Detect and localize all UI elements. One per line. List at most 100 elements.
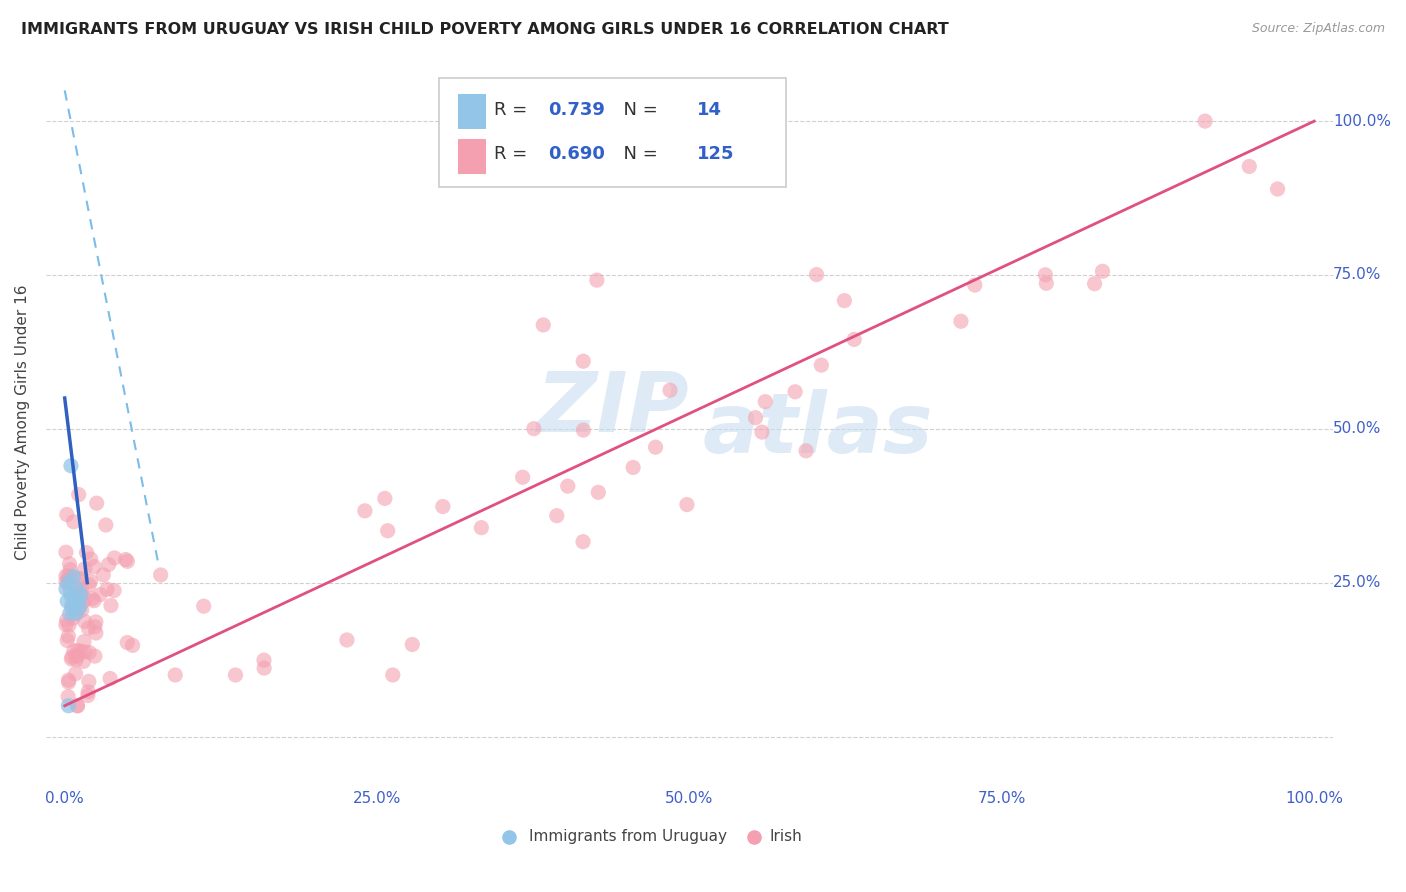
Point: [79, 552, 101, 566]
Point: [741, 772, 763, 787]
Point: [79, 574, 101, 589]
Bar: [458, 139, 486, 174]
Point: [224, 668, 246, 682]
Text: 100.0%: 100.0%: [1333, 113, 1391, 128]
Point: [432, 500, 454, 514]
Point: [72, 595, 94, 609]
Point: [751, 425, 773, 439]
Point: [676, 498, 699, 512]
Point: [84, 649, 107, 664]
Point: [834, 293, 856, 308]
Point: [103, 550, 125, 565]
Point: [59, 588, 82, 602]
Point: [67, 488, 90, 502]
Point: [55, 569, 77, 583]
Text: 25.0%: 25.0%: [1333, 575, 1381, 591]
Point: [60, 597, 83, 611]
Point: [60, 600, 83, 615]
Text: R =: R =: [494, 102, 533, 120]
Point: [77, 578, 100, 592]
Text: R =: R =: [494, 145, 533, 163]
Point: [83, 559, 105, 574]
FancyBboxPatch shape: [439, 78, 786, 186]
Point: [59, 607, 82, 621]
Point: [62, 611, 84, 625]
Point: [73, 562, 96, 576]
Point: [58, 575, 80, 590]
Point: [65, 607, 87, 621]
Bar: [458, 94, 486, 128]
Point: [1035, 268, 1057, 282]
Point: [67, 601, 90, 615]
Point: [557, 479, 579, 493]
Point: [588, 485, 610, 500]
Text: N =: N =: [612, 145, 664, 163]
Point: [96, 582, 118, 597]
Point: [531, 318, 554, 332]
Point: [66, 698, 89, 713]
Point: [336, 632, 359, 647]
Point: [69, 571, 91, 585]
Point: [754, 394, 776, 409]
Point: [253, 653, 276, 667]
Point: [253, 661, 276, 675]
Point: [794, 443, 817, 458]
Point: [117, 635, 139, 649]
Point: [572, 354, 595, 368]
Point: [75, 592, 97, 607]
Point: [60, 602, 83, 616]
Point: [58, 675, 80, 690]
Point: [65, 648, 87, 663]
Point: [58, 629, 80, 643]
Point: [810, 358, 832, 372]
Point: [844, 332, 866, 346]
Point: [621, 460, 644, 475]
Point: [97, 558, 120, 572]
Point: [77, 685, 100, 699]
Point: [56, 575, 79, 590]
Point: [512, 470, 534, 484]
Point: [66, 572, 89, 586]
Point: [65, 653, 87, 667]
Text: 125: 125: [697, 145, 735, 163]
Text: 0.690: 0.690: [548, 145, 605, 163]
Text: N =: N =: [612, 102, 664, 120]
Point: [73, 645, 96, 659]
Point: [98, 672, 121, 686]
Point: [377, 524, 399, 538]
Point: [949, 314, 972, 328]
Point: [66, 648, 89, 663]
Point: [82, 591, 104, 606]
Text: 0.739: 0.739: [548, 102, 605, 120]
Point: [58, 572, 80, 586]
Point: [401, 638, 423, 652]
Point: [73, 615, 96, 629]
Point: [55, 574, 77, 589]
Point: [89, 588, 111, 602]
Point: [114, 552, 136, 566]
Point: [65, 666, 87, 681]
Point: [66, 698, 89, 713]
Point: [56, 594, 79, 608]
Point: [60, 649, 83, 664]
Point: [56, 508, 79, 522]
Point: [62, 515, 84, 529]
Point: [1239, 160, 1261, 174]
Point: [62, 569, 84, 583]
Point: [100, 599, 122, 613]
Point: [91, 567, 114, 582]
Point: [65, 607, 87, 621]
Point: [84, 626, 107, 640]
Point: [73, 634, 96, 648]
Point: [86, 496, 108, 510]
Point: [63, 594, 86, 608]
Point: [67, 594, 90, 608]
Point: [70, 603, 93, 617]
Point: [58, 698, 80, 713]
Point: [62, 644, 84, 658]
Point: [55, 613, 77, 627]
Point: [58, 557, 80, 571]
Point: [963, 278, 986, 293]
Point: [55, 545, 77, 559]
Point: [744, 410, 766, 425]
